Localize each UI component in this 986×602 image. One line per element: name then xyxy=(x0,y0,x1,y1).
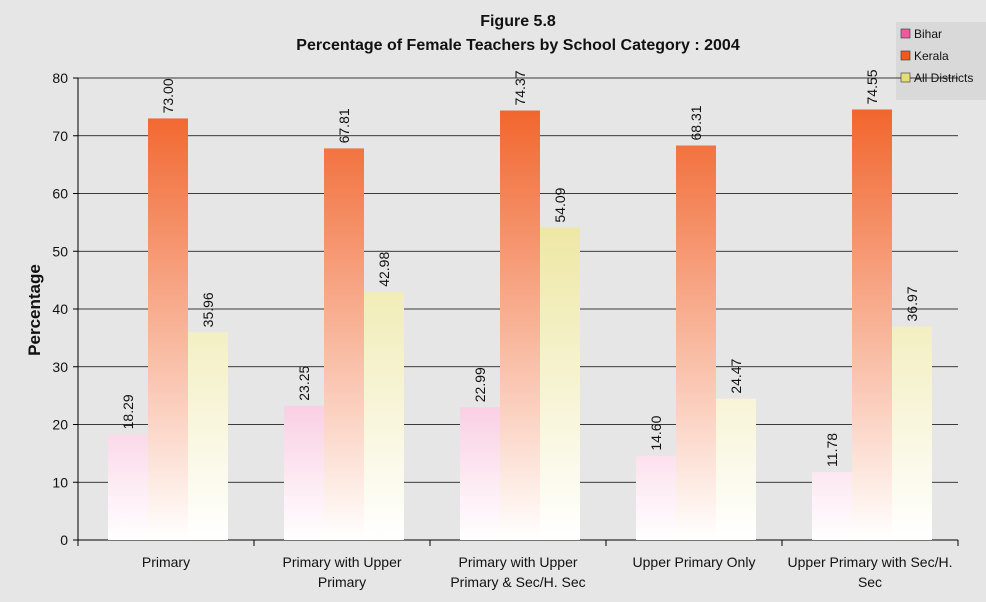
bar xyxy=(500,110,540,541)
value-label: 74.37 xyxy=(512,70,528,105)
value-label: 18.29 xyxy=(120,394,136,429)
legend-label: Bihar xyxy=(914,27,942,41)
y-tick-label: 10 xyxy=(52,474,68,490)
y-axis-label: Percentage xyxy=(25,264,44,356)
y-tick-label: 20 xyxy=(52,417,68,433)
bar xyxy=(540,227,580,540)
x-tick-label: Primary with Upper Primary xyxy=(282,554,402,590)
legend-label: Kerala xyxy=(914,49,949,63)
legend-swatch xyxy=(900,50,911,61)
bar xyxy=(364,291,404,540)
chart-subtitle: Percentage of Female Teachers by School … xyxy=(296,37,740,54)
x-tick-label-box: Primary xyxy=(141,554,191,570)
y-tick-label: 30 xyxy=(52,359,68,375)
value-label: 36.97 xyxy=(904,286,920,321)
value-label: 14.60 xyxy=(648,415,664,450)
bar xyxy=(284,405,324,540)
bar xyxy=(324,148,364,540)
y-tick-label: 0 xyxy=(60,532,68,548)
x-tick-label: Upper Primary with Sec/H. Sec xyxy=(787,554,953,590)
value-label: 23.25 xyxy=(296,365,312,400)
value-label: 68.31 xyxy=(688,105,704,140)
x-tick-label-box: Upper Primary Only xyxy=(632,554,756,570)
x-tick-label-box: Upper Primary with Sec/H. Sec xyxy=(787,554,953,590)
bar xyxy=(716,398,756,540)
value-label: 73.00 xyxy=(160,78,176,113)
y-tick-label: 40 xyxy=(52,301,68,317)
legend-label: All Districts xyxy=(914,71,973,85)
value-label: 22.99 xyxy=(472,367,488,402)
chart-title: Figure 5.8 xyxy=(480,13,556,30)
legend-swatch xyxy=(900,28,911,39)
x-tick-label-box: Primary with Upper Primary xyxy=(282,554,402,590)
y-tick-label: 70 xyxy=(52,128,68,144)
bar xyxy=(892,326,932,540)
legend-swatch xyxy=(900,72,911,83)
bar xyxy=(852,109,892,540)
value-label: 42.98 xyxy=(376,252,392,287)
value-label: 54.09 xyxy=(552,187,568,222)
value-label: 11.78 xyxy=(824,433,840,467)
value-label: 24.47 xyxy=(728,358,744,393)
value-label: 74.55 xyxy=(864,69,880,104)
bar xyxy=(108,434,148,540)
y-tick-label: 80 xyxy=(52,70,68,86)
x-tick-label: Primary xyxy=(141,554,191,570)
x-tick-label: Primary with Upper Primary & Sec/H. Sec xyxy=(450,554,586,590)
bar xyxy=(676,145,716,540)
y-tick-label: 50 xyxy=(52,243,68,259)
bar xyxy=(188,332,228,540)
bar xyxy=(636,455,676,540)
bar xyxy=(460,407,500,540)
x-tick-label: Upper Primary Only xyxy=(632,554,756,570)
bar xyxy=(148,118,188,541)
bar xyxy=(812,471,852,540)
legend-box xyxy=(896,22,986,100)
x-tick-label-box: Primary with Upper Primary & Sec/H. Sec xyxy=(450,554,586,590)
value-label: 67.81 xyxy=(336,108,352,143)
y-tick-label: 60 xyxy=(52,186,68,202)
value-label: 35.96 xyxy=(200,292,216,327)
